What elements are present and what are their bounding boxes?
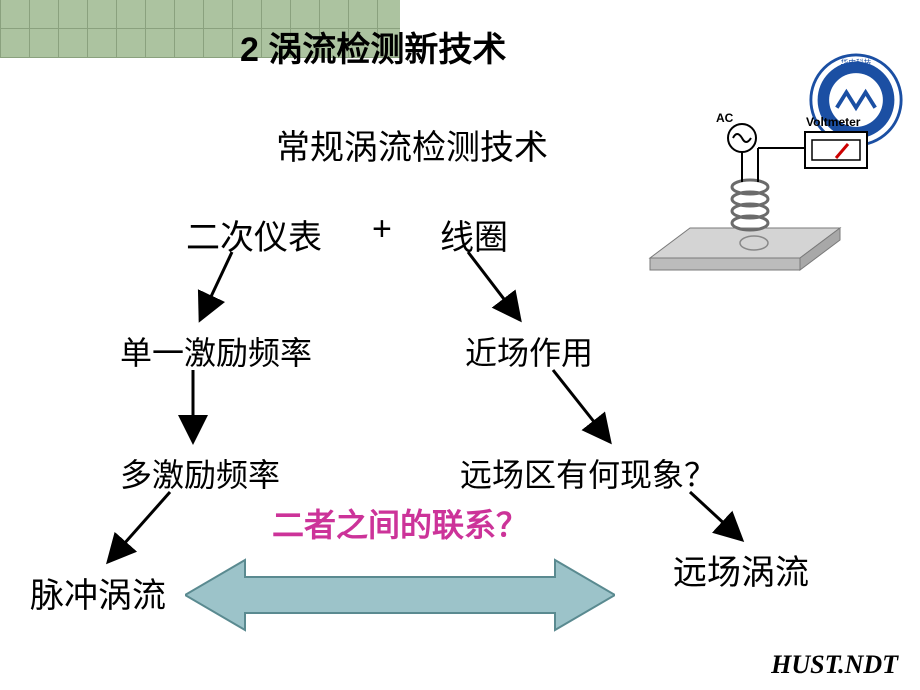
- node-coil: 线圈: [440, 210, 508, 259]
- logo-text-top: 华中科技: [841, 57, 872, 67]
- node-multi-freq: 多激励频率: [120, 450, 280, 496]
- footer-brand: HUST.NDT: [771, 650, 898, 680]
- arrow-2: [468, 252, 520, 320]
- slide: 华中科技 2 涡流检测新技术 常规涡流检测技术 AC Voltmeter: [0, 0, 920, 690]
- eddy-current-sensor-illustration: AC Voltmeter: [630, 108, 880, 288]
- arrow-4: [553, 370, 610, 442]
- ac-label: AC: [716, 111, 734, 125]
- arrow-5: [108, 492, 170, 562]
- node-plus: +: [372, 210, 392, 249]
- node-pulse-ec: 脉冲涡流: [30, 568, 166, 617]
- node-instrument: 二次仪表: [186, 210, 322, 259]
- slide-title: 2 涡流检测新技术: [240, 22, 506, 71]
- node-far-question: 远场区有何现象？: [460, 450, 716, 496]
- node-near-field: 近场作用: [465, 328, 593, 374]
- node-single-freq: 单一激励频率: [120, 328, 312, 374]
- arrow-6: [690, 492, 742, 540]
- node-remote-ec: 远场涡流: [673, 545, 809, 594]
- double-arrow: [185, 555, 615, 635]
- slide-subtitle: 常规涡流检测技术: [276, 120, 548, 169]
- arrow-1: [200, 252, 232, 320]
- voltmeter-label: Voltmeter: [806, 115, 861, 129]
- node-link-question: 二者之间的联系？: [272, 500, 528, 546]
